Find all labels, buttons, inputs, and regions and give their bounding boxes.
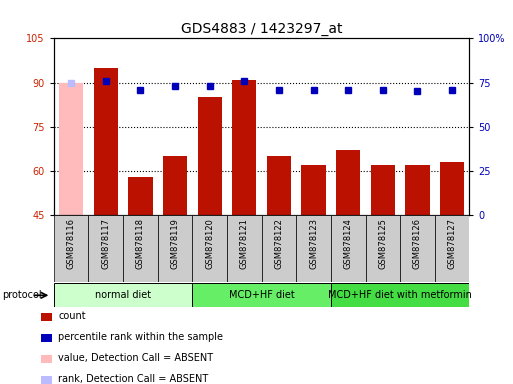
Text: GSM878125: GSM878125 [378, 218, 387, 268]
Bar [365, 215, 400, 282]
Bar [331, 283, 469, 307]
Text: GSM878124: GSM878124 [344, 218, 353, 268]
Text: MCD+HF diet with metformin: MCD+HF diet with metformin [328, 290, 472, 300]
Bar [267, 156, 291, 215]
Text: GSM878122: GSM878122 [274, 218, 284, 268]
Bar [371, 165, 395, 215]
Bar [198, 97, 222, 215]
Text: GSM878126: GSM878126 [413, 218, 422, 269]
Text: GSM878120: GSM878120 [205, 218, 214, 268]
Bar [296, 215, 331, 282]
Text: MCD+HF diet: MCD+HF diet [229, 290, 294, 300]
Text: rank, Detection Call = ABSENT: rank, Detection Call = ABSENT [58, 374, 209, 384]
Bar [192, 283, 331, 307]
Text: normal diet: normal diet [95, 290, 151, 300]
Text: protocol: protocol [3, 290, 42, 300]
Bar [232, 79, 256, 215]
Bar [88, 215, 123, 282]
Bar [336, 150, 360, 215]
Bar [128, 177, 152, 215]
Bar [192, 215, 227, 282]
Bar [331, 215, 365, 282]
Bar [227, 215, 262, 282]
Bar [163, 156, 187, 215]
Bar [54, 283, 192, 307]
Bar [158, 215, 192, 282]
Text: GSM878117: GSM878117 [101, 218, 110, 269]
Bar [440, 162, 464, 215]
Bar [405, 165, 429, 215]
Bar [262, 215, 296, 282]
Text: GSM878123: GSM878123 [309, 218, 318, 269]
Text: GSM878116: GSM878116 [67, 218, 76, 269]
Bar [94, 68, 118, 215]
Bar [435, 215, 469, 282]
Text: percentile rank within the sample: percentile rank within the sample [58, 332, 224, 342]
Bar [54, 215, 88, 282]
Text: GSM878118: GSM878118 [136, 218, 145, 269]
Bar [400, 215, 435, 282]
Text: GSM878127: GSM878127 [447, 218, 457, 269]
Bar [302, 165, 326, 215]
Text: GSM878119: GSM878119 [170, 218, 180, 268]
Text: GSM878121: GSM878121 [240, 218, 249, 268]
Bar [59, 83, 83, 215]
Bar [123, 215, 158, 282]
Text: count: count [58, 311, 86, 321]
Text: value, Detection Call = ABSENT: value, Detection Call = ABSENT [58, 353, 213, 363]
Title: GDS4883 / 1423297_at: GDS4883 / 1423297_at [181, 22, 342, 36]
